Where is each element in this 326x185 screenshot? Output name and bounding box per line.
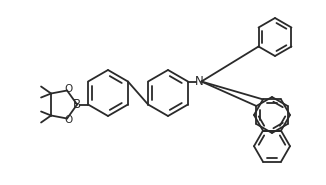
Text: O: O	[64, 115, 72, 125]
Text: O: O	[64, 84, 72, 94]
Text: N: N	[195, 75, 203, 88]
Text: B: B	[73, 98, 81, 111]
